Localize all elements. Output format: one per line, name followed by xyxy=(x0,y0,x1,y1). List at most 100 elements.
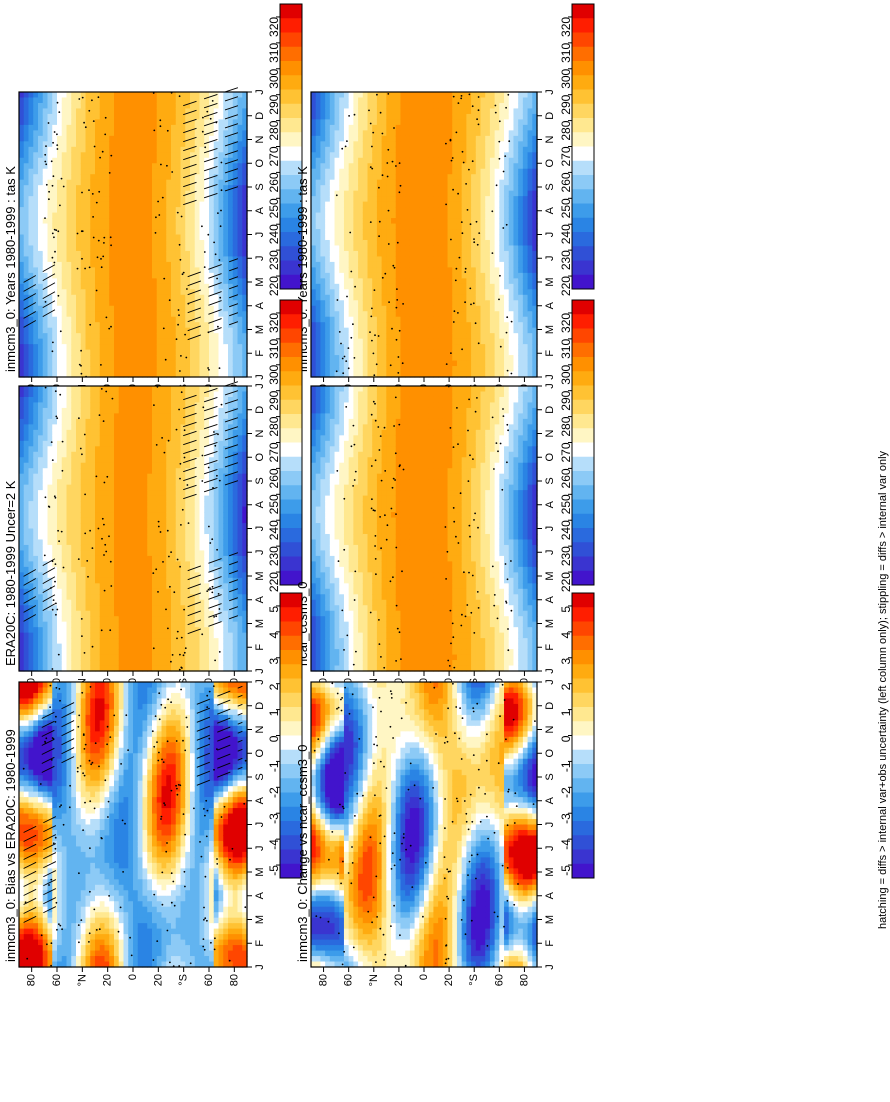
heatmap-cell xyxy=(133,196,139,203)
heatmap-cell xyxy=(128,360,134,367)
heatmap-cell xyxy=(185,124,191,131)
heatmap-cell xyxy=(376,141,383,148)
heatmap-cell xyxy=(152,278,158,285)
heatmap-cell xyxy=(142,174,148,181)
heatmap-cell xyxy=(242,305,248,312)
heatmap-cell xyxy=(353,272,359,279)
heatmap-cell xyxy=(232,300,239,307)
heatmap-cell xyxy=(218,152,224,159)
heatmap-cell xyxy=(232,212,239,219)
heatmap-cell xyxy=(147,185,153,192)
heatmap-cell xyxy=(185,168,191,175)
heatmap-cell xyxy=(405,157,411,164)
heatmap-cell xyxy=(325,157,331,164)
heatmap-cell xyxy=(494,371,500,378)
heatmap-cell xyxy=(199,130,205,137)
heatmap-cell xyxy=(456,366,463,373)
heatmap-cell xyxy=(152,256,158,263)
heatmap-cell xyxy=(456,135,463,142)
heatmap-cell xyxy=(218,185,224,192)
heatmap-cell xyxy=(185,130,191,137)
heatmap-cell xyxy=(362,267,369,274)
heatmap-cell xyxy=(161,146,167,153)
heatmap-cell xyxy=(95,97,101,104)
heatmap-cell xyxy=(99,283,106,290)
heatmap-cell xyxy=(90,196,96,203)
heatmap-cell xyxy=(137,190,144,197)
heatmap-cell xyxy=(433,218,439,225)
heatmap-cell xyxy=(104,212,110,219)
heatmap-cell xyxy=(204,229,210,236)
heatmap-cell xyxy=(348,113,354,120)
heatmap-cell xyxy=(166,229,172,236)
heatmap-cell xyxy=(204,124,210,131)
heatmap-cell xyxy=(137,179,144,186)
heatmap-cell xyxy=(218,305,224,312)
heatmap-cell xyxy=(353,135,359,142)
heatmap-cell xyxy=(95,283,101,290)
heatmap-cell xyxy=(85,311,91,318)
heatmap-cell xyxy=(152,207,158,214)
heatmap-cell xyxy=(480,239,486,247)
heatmap-cell xyxy=(386,223,392,230)
heatmap-cell xyxy=(348,229,354,236)
heatmap-cell xyxy=(114,92,120,99)
heatmap-cell xyxy=(353,108,359,115)
heatmap-cell xyxy=(128,124,134,131)
heatmap-cell xyxy=(213,174,220,181)
heatmap-cell xyxy=(66,185,72,192)
heatmap-cell xyxy=(85,113,91,120)
heatmap-cell xyxy=(400,234,406,241)
heatmap-cell xyxy=(504,245,510,252)
heatmap-cell xyxy=(315,355,322,362)
heatmap-cell xyxy=(424,250,430,258)
heatmap-cell xyxy=(376,250,383,258)
heatmap-cell xyxy=(99,366,106,373)
heatmap-cell xyxy=(199,371,205,378)
heatmap-cell xyxy=(152,102,158,110)
heatmap-cell xyxy=(38,333,44,340)
heatmap-cell xyxy=(109,141,115,148)
heatmap-cell xyxy=(147,371,153,378)
heatmap-cell xyxy=(395,272,402,279)
heatmap-cell xyxy=(109,196,115,203)
heatmap-cell xyxy=(204,245,210,252)
heatmap-cell xyxy=(386,239,392,247)
heatmap-cell xyxy=(104,218,110,225)
heatmap-cell xyxy=(147,124,153,131)
heatmap-cell xyxy=(123,168,129,175)
heatmap-cell xyxy=(372,278,378,285)
heatmap-cell xyxy=(391,360,397,367)
heatmap-cell xyxy=(461,327,467,334)
heatmap-cell xyxy=(489,239,496,247)
heatmap-cell xyxy=(381,283,387,290)
heatmap-cell xyxy=(424,272,430,279)
heatmap-cell xyxy=(175,130,182,137)
heatmap-cell xyxy=(228,207,234,214)
heatmap-cell xyxy=(171,174,177,181)
heatmap-cell xyxy=(508,261,515,268)
heatmap-cell xyxy=(52,190,58,197)
heatmap-cell xyxy=(325,97,331,104)
stipple-dot xyxy=(88,109,91,112)
heatmap-cell xyxy=(66,333,72,340)
heatmap-cell xyxy=(329,272,336,279)
heatmap-cell xyxy=(409,239,416,247)
heatmap-cell xyxy=(376,207,383,214)
heatmap-cell xyxy=(66,146,72,153)
heatmap-cell xyxy=(372,185,378,192)
heatmap-cell xyxy=(242,212,248,219)
heatmap-cell xyxy=(485,207,491,214)
heatmap-cell xyxy=(242,163,248,170)
heatmap-cell xyxy=(242,179,248,186)
heatmap-cell xyxy=(405,300,411,307)
heatmap-cell xyxy=(494,229,500,236)
heatmap-cell xyxy=(213,371,220,378)
stipple-dot xyxy=(109,236,112,239)
heatmap-cell xyxy=(57,97,63,104)
heatmap-cell xyxy=(218,196,224,203)
heatmap-cell xyxy=(47,168,53,175)
heatmap-cell xyxy=(315,250,322,258)
heatmap-cell xyxy=(237,92,243,99)
heatmap-cell xyxy=(480,163,486,170)
